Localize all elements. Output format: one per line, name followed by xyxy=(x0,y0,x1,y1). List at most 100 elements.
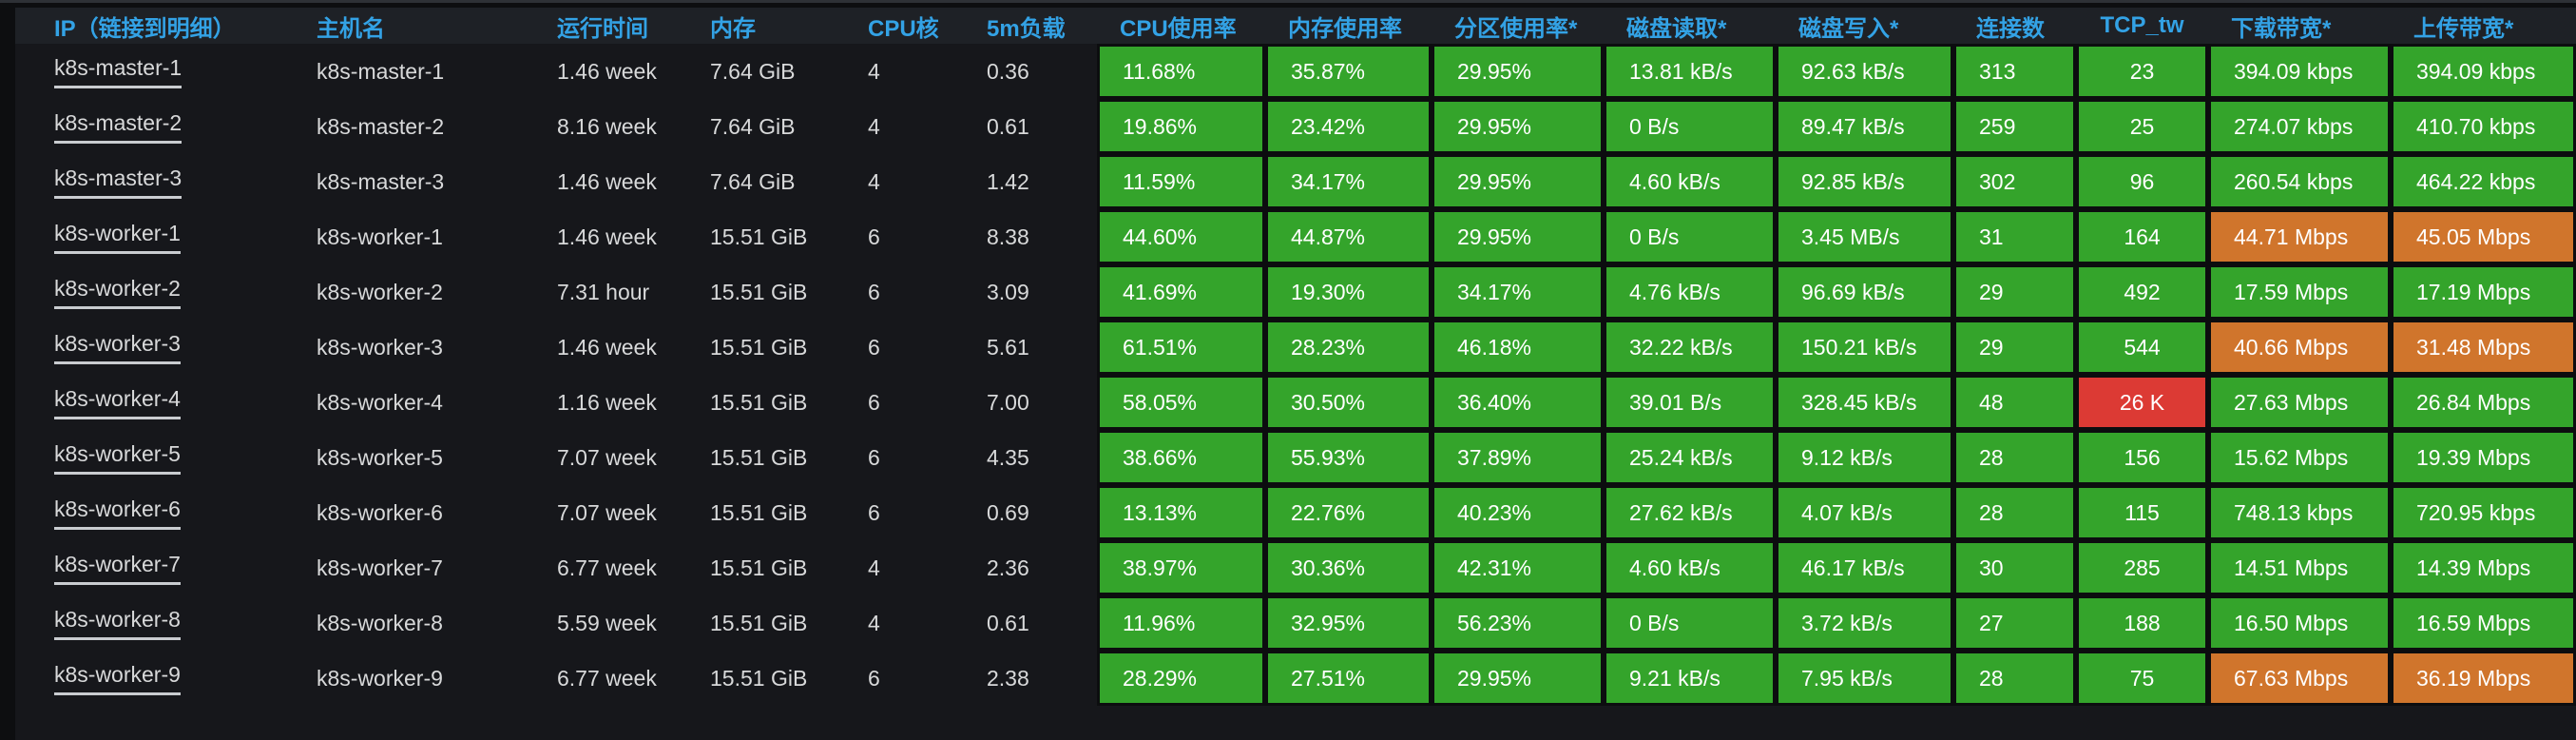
column-header-memory[interactable]: 内存 xyxy=(710,15,756,42)
metric-value-upload_bw: 26.84 Mbps xyxy=(2393,378,2573,427)
cell-load_5m: 2.36 xyxy=(987,555,1029,580)
table-row: k8s-worker-1 k8s-worker-1 1.46 week 15.51 G… xyxy=(15,209,2576,264)
metric-value-upload_bw: 17.19 Mbps xyxy=(2393,267,2573,317)
metric-value-download_bw: 67.63 Mbps xyxy=(2211,653,2388,703)
ip-detail-link[interactable]: k8s-worker-4 xyxy=(54,386,181,419)
cell-disk_write: 3.72 kB/s xyxy=(1776,595,1953,651)
metric-value-upload_bw: 410.70 kbps xyxy=(2393,102,2573,151)
cell-load_5m: 3.09 xyxy=(987,279,1029,304)
metric-value-connections: 31 xyxy=(1956,212,2073,262)
cell-tcp_tw: 188 xyxy=(2076,595,2208,651)
metric-value-disk_write: 92.63 kB/s xyxy=(1778,47,1951,96)
metric-value-disk_read: 13.81 kB/s xyxy=(1606,47,1773,96)
cell-upload_bw: 14.39 Mbps xyxy=(2391,540,2576,595)
cell-memory: 15.51 GiB xyxy=(710,665,808,691)
cell-hostname: k8s-master-3 xyxy=(317,168,445,194)
cell-load_5m: 5.61 xyxy=(987,334,1029,360)
cell-ip: k8s-master-3 xyxy=(15,154,294,209)
metric-value-tcp_tw: 115 xyxy=(2079,488,2205,537)
metric-value-disk_write: 46.17 kB/s xyxy=(1778,543,1951,593)
column-header-ip[interactable]: IP（链接到明细） xyxy=(54,15,236,42)
cell-partition_usage: 34.17% xyxy=(1432,264,1604,320)
metric-value-partition_usage: 46.18% xyxy=(1434,322,1601,372)
cell-uptime: 1.46 week xyxy=(557,58,657,84)
column-header-disk_read[interactable]: 磁盘读取* xyxy=(1626,15,1727,42)
cell-disk_read: 0 B/s xyxy=(1604,595,1776,651)
ip-detail-link[interactable]: k8s-worker-6 xyxy=(54,497,181,530)
cell-uptime: 8.16 week xyxy=(557,113,657,139)
column-header-hostname[interactable]: 主机名 xyxy=(317,15,385,42)
cell-uptime: 1.46 week xyxy=(557,168,657,194)
cell-cpu_usage: 13.13% xyxy=(1097,485,1265,540)
metric-value-partition_usage: 29.95% xyxy=(1434,47,1601,96)
ip-detail-link[interactable]: k8s-worker-5 xyxy=(54,441,181,475)
cell-download_bw: 44.71 Mbps xyxy=(2208,209,2391,264)
metric-value-download_bw: 748.13 kbps xyxy=(2211,488,2388,537)
metric-value-cpu_usage: 38.66% xyxy=(1100,433,1262,482)
cell-download_bw: 14.51 Mbps xyxy=(2208,540,2391,595)
cell-upload_bw: 45.05 Mbps xyxy=(2391,209,2576,264)
cell-hostname: k8s-worker-8 xyxy=(317,610,443,635)
cell-disk_write: 9.12 kB/s xyxy=(1776,430,1953,485)
cell-cpu_usage: 41.69% xyxy=(1097,264,1265,320)
ip-detail-link[interactable]: k8s-master-3 xyxy=(54,166,183,199)
ip-detail-link[interactable]: k8s-worker-9 xyxy=(54,662,181,695)
cell-tcp_tw: 492 xyxy=(2076,264,2208,320)
cell-connections: 29 xyxy=(1953,320,2076,375)
cell-partition_usage: 37.89% xyxy=(1432,430,1604,485)
metric-value-disk_read: 39.01 B/s xyxy=(1606,378,1773,427)
metric-value-mem_usage: 44.87% xyxy=(1268,212,1429,262)
cell-tcp_tw: 96 xyxy=(2076,154,2208,209)
column-header-connections[interactable]: 连接数 xyxy=(1976,15,2045,42)
cell-download_bw: 16.50 Mbps xyxy=(2208,595,2391,651)
column-header-mem_usage[interactable]: 内存使用率 xyxy=(1288,15,1402,42)
metric-value-disk_read: 9.21 kB/s xyxy=(1606,653,1773,703)
ip-detail-link[interactable]: k8s-worker-3 xyxy=(54,331,181,364)
metric-value-cpu_usage: 44.60% xyxy=(1100,212,1262,262)
metric-value-upload_bw: 36.19 Mbps xyxy=(2393,653,2573,703)
cell-load_5m: 0.61 xyxy=(987,610,1029,635)
column-header-tcp_tw[interactable]: TCP_tw xyxy=(2100,12,2184,38)
cell-load_5m: 2.38 xyxy=(987,665,1029,691)
column-header-cpu_cores[interactable]: CPU核 xyxy=(868,15,939,42)
table-row: k8s-worker-4 k8s-worker-4 1.16 week 15.51 G… xyxy=(15,375,2576,430)
column-header-download_bw[interactable]: 下载带宽* xyxy=(2231,15,2332,42)
metric-value-download_bw: 14.51 Mbps xyxy=(2211,543,2388,593)
metric-value-disk_read: 4.60 kB/s xyxy=(1606,543,1773,593)
metric-value-download_bw: 16.50 Mbps xyxy=(2211,598,2388,648)
cell-download_bw: 15.62 Mbps xyxy=(2208,430,2391,485)
cell-disk_write: 328.45 kB/s xyxy=(1776,375,1953,430)
cell-disk_write: 96.69 kB/s xyxy=(1776,264,1953,320)
column-header-upload_bw[interactable]: 上传带宽* xyxy=(2413,15,2514,42)
metric-value-upload_bw: 464.22 kbps xyxy=(2393,157,2573,206)
metric-value-disk_read: 0 B/s xyxy=(1606,102,1773,151)
ip-detail-link[interactable]: k8s-worker-2 xyxy=(54,276,181,309)
cell-cpu_usage: 11.68% xyxy=(1097,44,1265,99)
cell-upload_bw: 36.19 Mbps xyxy=(2391,651,2576,706)
metric-value-cpu_usage: 41.69% xyxy=(1100,267,1262,317)
column-header-cpu_usage[interactable]: CPU使用率 xyxy=(1120,15,1237,42)
column-header-uptime[interactable]: 运行时间 xyxy=(557,15,648,42)
metric-value-cpu_usage: 11.59% xyxy=(1100,157,1262,206)
cell-memory: 15.51 GiB xyxy=(710,499,808,525)
metric-value-cpu_usage: 11.96% xyxy=(1100,598,1262,648)
cell-disk_write: 89.47 kB/s xyxy=(1776,99,1953,154)
column-header-load_5m[interactable]: 5m负载 xyxy=(987,15,1066,42)
metric-value-partition_usage: 29.95% xyxy=(1434,102,1601,151)
ip-detail-link[interactable]: k8s-master-1 xyxy=(54,55,183,88)
ip-detail-link[interactable]: k8s-worker-8 xyxy=(54,607,181,640)
metric-value-mem_usage: 55.93% xyxy=(1268,433,1429,482)
ip-detail-link[interactable]: k8s-worker-7 xyxy=(54,552,181,585)
column-header-disk_write[interactable]: 磁盘写入* xyxy=(1798,15,1899,42)
cell-hostname: k8s-worker-5 xyxy=(317,444,443,470)
cell-cpu_usage: 61.51% xyxy=(1097,320,1265,375)
ip-detail-link[interactable]: k8s-worker-1 xyxy=(54,221,181,254)
cell-tcp_tw: 75 xyxy=(2076,651,2208,706)
cell-disk_read: 4.76 kB/s xyxy=(1604,264,1776,320)
cell-cpu_cores: 4 xyxy=(868,58,880,84)
cell-load_5m: 4.35 xyxy=(987,444,1029,470)
metric-value-tcp_tw: 492 xyxy=(2079,267,2205,317)
column-header-partition_usage[interactable]: 分区使用率* xyxy=(1454,15,1578,42)
ip-detail-link[interactable]: k8s-master-2 xyxy=(54,110,183,144)
metric-value-tcp_tw: 188 xyxy=(2079,598,2205,648)
